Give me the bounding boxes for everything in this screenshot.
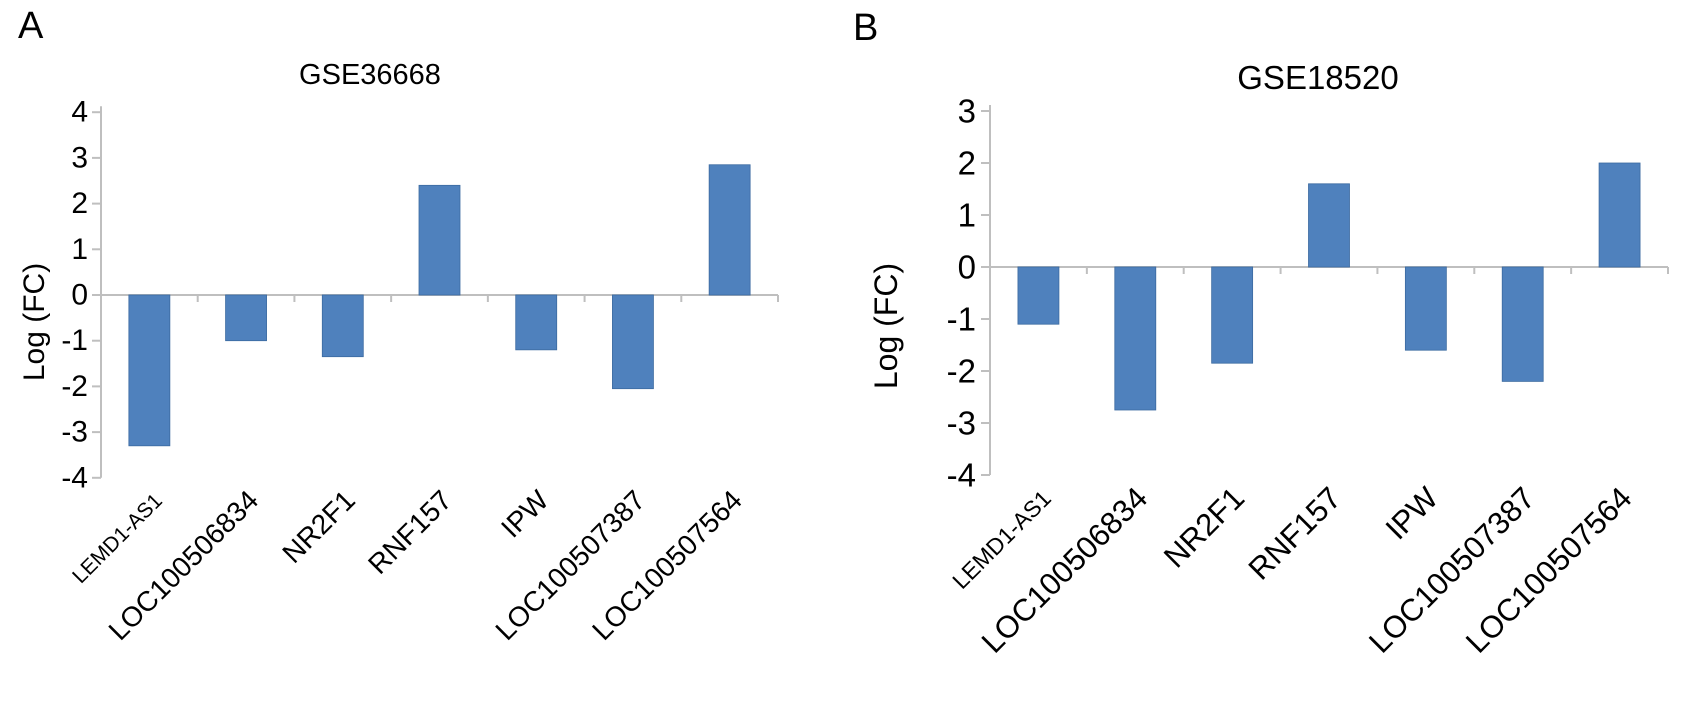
bar-NR2F1: [321, 294, 364, 358]
y-tick-label: 3: [958, 93, 976, 130]
y-tick-label: 4: [71, 96, 88, 129]
y-tick-label: -2: [947, 353, 976, 390]
y-tick-label: 1: [71, 233, 88, 266]
y-tick-label: -2: [61, 370, 88, 403]
x-category-label: NR2F1: [1157, 480, 1251, 574]
bar-LOC100507387: [612, 294, 654, 390]
y-axis-label: Log (FC): [868, 263, 904, 389]
bar-NR2F1: [1211, 266, 1254, 364]
bar-IPW: [1404, 266, 1447, 351]
bar-LOC100506834: [225, 294, 267, 342]
y-tick-label: -4: [61, 461, 88, 494]
x-category-label: LOC100507387: [1362, 480, 1542, 660]
y-tick-label: 1: [958, 197, 976, 234]
y-tick-label: -1: [61, 324, 88, 357]
bar-IPW: [515, 294, 558, 351]
bar-RNF157: [418, 184, 461, 296]
panel-letter: A: [18, 5, 44, 47]
x-category-label: NR2F1: [276, 484, 361, 569]
panel-letter: B: [853, 7, 878, 49]
bar-LOC100507564: [708, 164, 751, 296]
y-axis-label: Log (FC): [18, 263, 51, 381]
x-category-label: LOC100506834: [103, 484, 265, 646]
bar-LEMD1-AS1: [128, 294, 171, 447]
bar-LOC100507387: [1501, 266, 1544, 382]
y-tick-label: 3: [71, 141, 88, 174]
y-tick-label: 2: [958, 145, 976, 182]
y-tick-label: 2: [71, 187, 88, 220]
y-tick-label: -3: [947, 405, 976, 442]
panel-A: A GSE36668 4 3 2 1 0 -1 -2 -3 -4 Log (FC) LEMD1-AS1L…: [18, 5, 779, 646]
bar-LOC100506834: [1114, 266, 1157, 411]
chart-title: GSE18520: [1237, 59, 1398, 96]
y-tick-label: -1: [947, 301, 976, 338]
y-tick-label: 0: [71, 279, 88, 312]
x-category-label: LOC100506834: [975, 480, 1155, 660]
y-tick-label: -4: [947, 457, 976, 494]
y-tick-label: 0: [958, 249, 976, 286]
x-category-label: IPW: [495, 484, 555, 544]
bar-LEMD1-AS1: [1017, 266, 1060, 325]
x-category-label: LOC100507564: [1459, 480, 1639, 660]
x-category-label: LEMD1-AS1: [68, 489, 167, 588]
x-category-label: RNF157: [1242, 480, 1348, 586]
chart-title: GSE36668: [299, 59, 441, 91]
bar-RNF157: [1308, 183, 1350, 268]
y-tick-label: -3: [61, 416, 88, 449]
bar-LOC100507564: [1598, 162, 1641, 268]
x-category-label: RNF157: [362, 484, 458, 580]
x-category-label: IPW: [1379, 480, 1446, 547]
